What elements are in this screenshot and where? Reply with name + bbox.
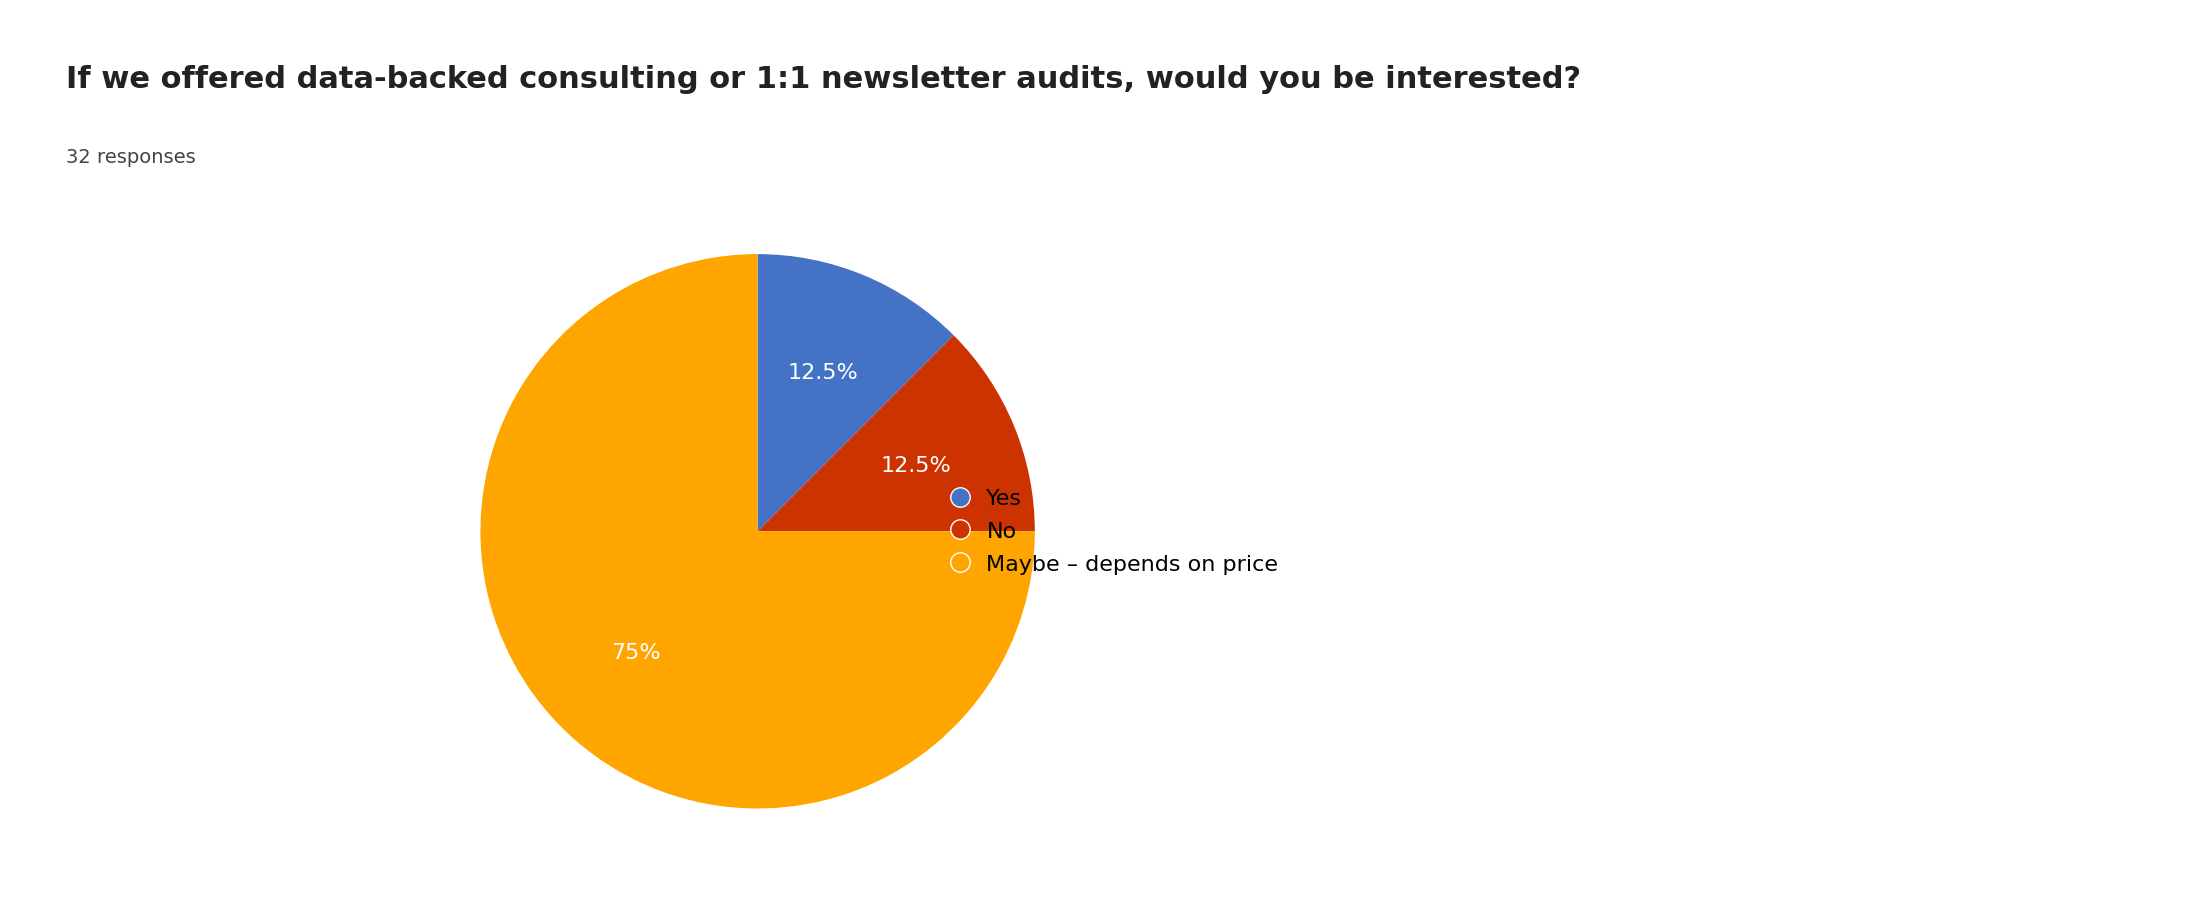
Text: If we offered data-backed consulting or 1:1 newsletter audits, would you be inte: If we offered data-backed consulting or … (66, 65, 1581, 93)
Legend: Yes, No, Maybe – depends on price: Yes, No, Maybe – depends on price (942, 479, 1287, 584)
Text: 75%: 75% (610, 643, 661, 663)
Text: 12.5%: 12.5% (788, 362, 859, 383)
Wedge shape (758, 335, 1034, 531)
Wedge shape (481, 254, 1034, 808)
Wedge shape (758, 254, 953, 531)
Text: 32 responses: 32 responses (66, 148, 195, 167)
Text: 12.5%: 12.5% (881, 456, 951, 476)
